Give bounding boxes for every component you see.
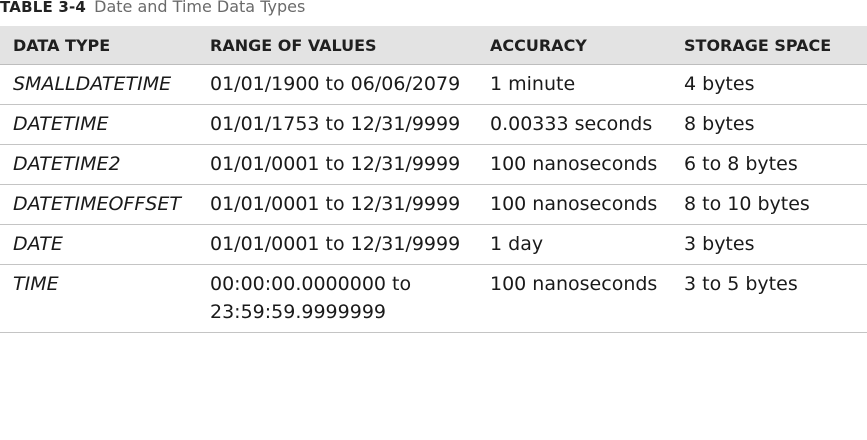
cell-data-type: DATETIMEOFFSET [0,184,197,225]
table-header-row: DATA TYPE RANGE OF VALUES ACCURACY STORA… [0,26,867,65]
table-row: TIME 00:00:00.0000000 to 23:59:59.999999… [0,264,867,333]
cell-range: 01/01/0001 to 12/31/9999 [197,224,477,265]
table-row: SMALLDATETIME 01/01/1900 to 06/06/2079 1… [0,64,867,105]
header-storage-space: STORAGE SPACE [671,26,867,65]
cell-data-type: TIME [0,264,197,333]
table-title: Date and Time Data Types [94,0,306,16]
cell-storage: 4 bytes [671,64,867,105]
cell-data-type: DATETIME2 [0,144,197,185]
cell-storage: 3 bytes [671,224,867,265]
cell-accuracy: 1 minute [477,64,671,105]
date-time-types-table: DATA TYPE RANGE OF VALUES ACCURACY STORA… [0,26,867,333]
table-row: DATETIME2 01/01/0001 to 12/31/9999 100 n… [0,144,867,185]
cell-storage: 8 to 10 bytes [671,184,867,225]
table-caption: TABLE 3-4 Date and Time Data Types [0,0,305,18]
cell-range: 01/01/0001 to 12/31/9999 [197,184,477,225]
table-row: DATETIME 01/01/1753 to 12/31/9999 0.0033… [0,104,867,145]
cell-storage: 6 to 8 bytes [671,144,867,185]
table-row: DATE 01/01/0001 to 12/31/9999 1 day 3 by… [0,224,867,265]
cell-range: 01/01/1753 to 12/31/9999 [197,104,477,145]
cell-storage: 3 to 5 bytes [671,264,867,333]
table-number: TABLE 3-4 [0,0,87,16]
header-data-type: DATA TYPE [0,26,197,65]
cell-accuracy: 0.00333 seconds [477,104,671,145]
header-range-of-values: RANGE OF VALUES [197,26,477,65]
cell-range: 00:00:00.0000000 to 23:59:59.9999999 [197,264,477,333]
cell-data-type: DATE [0,224,197,265]
table-row: DATETIMEOFFSET 01/01/0001 to 12/31/9999 … [0,184,867,225]
cell-accuracy: 100 nanoseconds [477,264,671,333]
cell-accuracy: 100 nanoseconds [477,184,671,225]
header-accuracy: ACCURACY [477,26,671,65]
cell-accuracy: 1 day [477,224,671,265]
cell-storage: 8 bytes [671,104,867,145]
cell-data-type: DATETIME [0,104,197,145]
cell-range: 01/01/0001 to 12/31/9999 [197,144,477,185]
cell-data-type: SMALLDATETIME [0,64,197,105]
cell-accuracy: 100 nanoseconds [477,144,671,185]
cell-range: 01/01/1900 to 06/06/2079 [197,64,477,105]
